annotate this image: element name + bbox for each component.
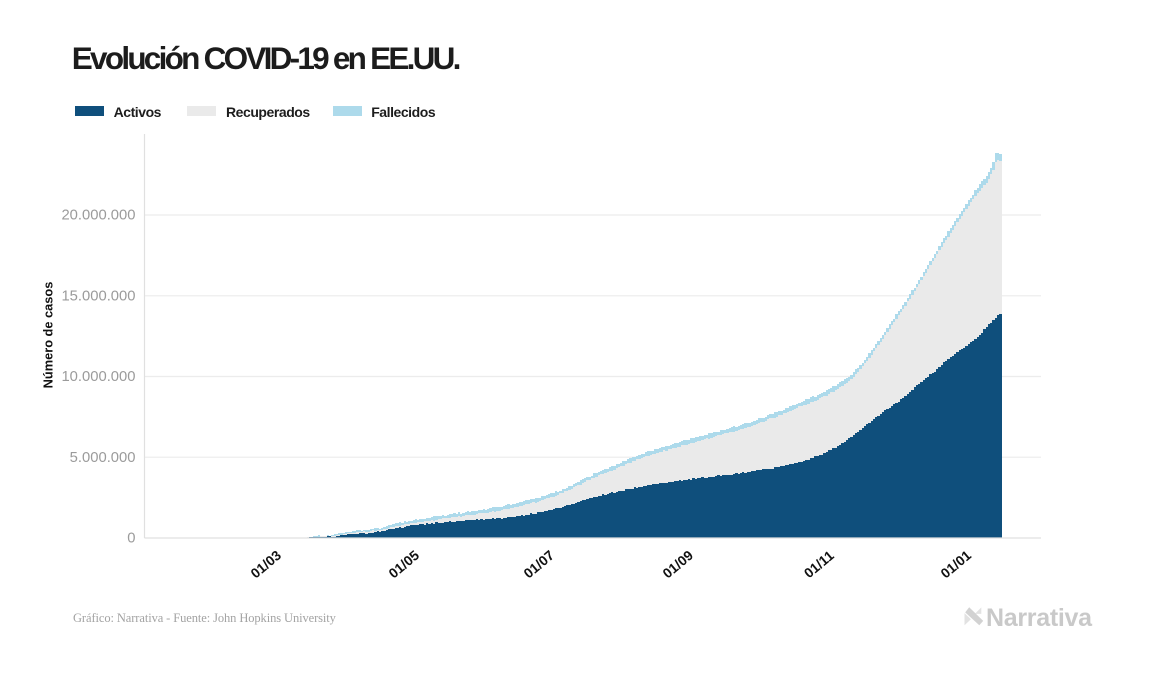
svg-text:0: 0 xyxy=(127,531,135,547)
svg-text:Número de casos: Número de casos xyxy=(40,282,55,389)
svg-text:01/01: 01/01 xyxy=(938,547,974,581)
svg-text:01/07: 01/07 xyxy=(521,547,557,581)
svg-text:10.000.000: 10.000.000 xyxy=(61,369,135,385)
svg-text:01/09: 01/09 xyxy=(660,547,696,581)
svg-text:01/11: 01/11 xyxy=(801,548,837,581)
svg-text:20.000.000: 20.000.000 xyxy=(61,208,135,224)
svg-text:15.000.000: 15.000.000 xyxy=(61,288,135,304)
svg-text:01/03: 01/03 xyxy=(248,547,284,581)
svg-text:01/05: 01/05 xyxy=(386,547,422,581)
svg-text:5.000.000: 5.000.000 xyxy=(70,450,136,466)
